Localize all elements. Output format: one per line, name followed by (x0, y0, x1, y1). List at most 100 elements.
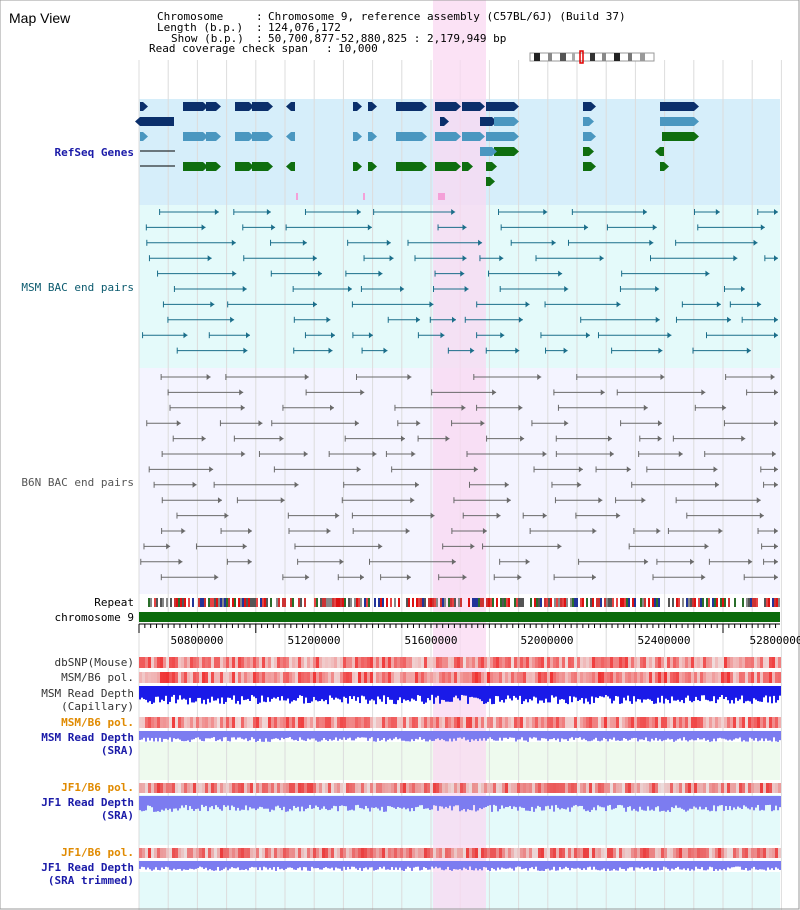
gene-feature[interactable] (444, 162, 456, 171)
gene-feature[interactable] (183, 162, 203, 171)
track-label-repeat[interactable]: Repeat (94, 596, 134, 609)
gene-feature[interactable] (353, 102, 357, 111)
gene-feature[interactable] (235, 102, 249, 111)
jf1-sra-depth-bar (343, 796, 345, 807)
msm-capillary-depth-bar (641, 686, 643, 703)
gene-feature[interactable] (583, 147, 589, 156)
jf1-sra-depth-bar (249, 796, 251, 808)
track-label-jf1-b6-pol-2[interactable]: JF1/B6 pol. (61, 846, 134, 859)
track-label-b6n-bac[interactable]: B6N BAC end pairs (21, 476, 134, 489)
gene-feature[interactable] (462, 102, 480, 111)
gene-feature[interactable] (235, 162, 249, 171)
jf1-b6-pol-cell (709, 848, 712, 858)
msm-capillary-depth-bar (197, 686, 199, 698)
dbsnp-cell (559, 657, 562, 668)
jf1-sra-depth-bar (419, 796, 421, 806)
gene-feature[interactable] (444, 132, 456, 141)
refseq-gene-features[interactable] (135, 102, 699, 186)
track-label-jf1-b6-pol-1[interactable]: JF1/B6 pol. (61, 781, 134, 794)
gene-feature[interactable] (583, 162, 591, 171)
jf1-b6-pol-cell (424, 783, 427, 793)
gene-feature[interactable] (660, 102, 694, 111)
gene-feature[interactable] (368, 132, 372, 141)
gene-feature[interactable] (660, 162, 664, 171)
gene-feature[interactable] (206, 132, 216, 141)
msm-bac-pairs[interactable] (142, 209, 778, 354)
b6n-bac-pair-end (774, 574, 778, 581)
gene-feature[interactable] (480, 117, 492, 126)
gene-feature[interactable] (660, 147, 664, 156)
chromosome-ideogram[interactable] (529, 50, 655, 64)
b6n-bac-pairs[interactable] (140, 374, 778, 581)
gene-feature[interactable] (396, 162, 422, 171)
gene-feature[interactable] (396, 102, 422, 111)
gene-feature[interactable] (462, 162, 468, 171)
gene-feature[interactable] (252, 102, 268, 111)
gene-feature[interactable] (291, 102, 295, 111)
gene-feature[interactable] (494, 117, 514, 126)
track-label-msm-bac[interactable]: MSM BAC end pairs (21, 281, 134, 294)
gene-feature[interactable] (494, 147, 514, 156)
gene-feature[interactable] (140, 102, 143, 111)
gene-feature[interactable] (583, 117, 589, 126)
jf1-sra-depth-bar (475, 796, 477, 812)
gene-feature[interactable] (480, 147, 492, 156)
gene-feature[interactable] (235, 132, 249, 141)
jf1-trimmed-depth-bar (515, 861, 517, 868)
gene-feature[interactable] (435, 102, 445, 111)
track-label-msm-depth-sra[interactable]: MSM Read Depth (41, 731, 134, 744)
gene-feature[interactable] (291, 162, 295, 171)
gene-feature[interactable] (206, 162, 216, 171)
msm-capillary-depth-bar (171, 686, 173, 697)
gene-feature[interactable] (353, 162, 357, 171)
gene-feature[interactable] (252, 162, 268, 171)
gene-feature[interactable] (660, 117, 694, 126)
gene-feature[interactable] (291, 132, 295, 141)
msm-sra-depth-bar (181, 731, 183, 742)
dbsnp-cell (478, 657, 481, 668)
repeat-segment (326, 598, 328, 607)
gene-feature[interactable] (440, 117, 444, 126)
gene-feature[interactable] (496, 132, 514, 141)
gene-feature[interactable] (252, 132, 268, 141)
track-label-jf1-depth-trimmed[interactable]: JF1 Read Depth (41, 861, 134, 874)
gene-feature[interactable] (486, 162, 492, 171)
gene-feature[interactable] (435, 162, 445, 171)
track-label-msm-b6-pol-1[interactable]: MSM/B6 pol. (61, 671, 134, 684)
gene-feature[interactable] (583, 132, 591, 141)
jf1-sra-depth-bar (535, 796, 537, 809)
jf1-sra-depth-bar (605, 796, 607, 812)
track-label-dbsnp[interactable]: dbSNP(Mouse) (55, 656, 134, 669)
msm-sra-depth-bar (685, 731, 687, 741)
gene-feature[interactable] (444, 102, 456, 111)
gene-feature[interactable] (462, 132, 480, 141)
selection-highlight[interactable] (433, 0, 486, 910)
jf1-trimmed-depth-bar (279, 861, 281, 870)
gene-feature[interactable] (435, 132, 445, 141)
gene-feature[interactable] (140, 132, 143, 141)
gene-feature[interactable] (368, 102, 372, 111)
gene-feature[interactable] (496, 102, 514, 111)
gene-feature[interactable] (368, 162, 372, 171)
gene-feature[interactable] (486, 102, 496, 111)
track-label-msm-b6-pol-2[interactable]: MSM/B6 pol. (61, 716, 134, 729)
gene-feature[interactable] (183, 102, 203, 111)
track-label-chromosome[interactable]: chromosome 9 (55, 611, 134, 624)
gene-feature[interactable] (206, 102, 216, 111)
jf1-sra-depth-bar (721, 796, 723, 806)
jf1-b6-pol-cell (631, 783, 634, 793)
track-label-refseq[interactable]: RefSeq Genes (55, 146, 134, 159)
gene-feature[interactable] (583, 102, 591, 111)
gene-feature[interactable] (486, 177, 490, 186)
track-label-jf1-depth-sra[interactable]: JF1 Read Depth (41, 796, 134, 809)
gene-feature[interactable] (396, 132, 422, 141)
gene-feature[interactable] (353, 132, 357, 141)
gene-feature[interactable] (662, 132, 694, 141)
gene-feature[interactable] (140, 117, 174, 126)
jf1-b6-pol-cell (232, 848, 235, 858)
gene-feature[interactable] (183, 132, 203, 141)
jf1-b6-pol-cell (268, 848, 271, 858)
gene-feature[interactable] (486, 132, 496, 141)
jf1-trimmed-depth-bar (413, 861, 415, 868)
track-label-msm-depth-capillary[interactable]: MSM Read Depth (41, 687, 134, 700)
